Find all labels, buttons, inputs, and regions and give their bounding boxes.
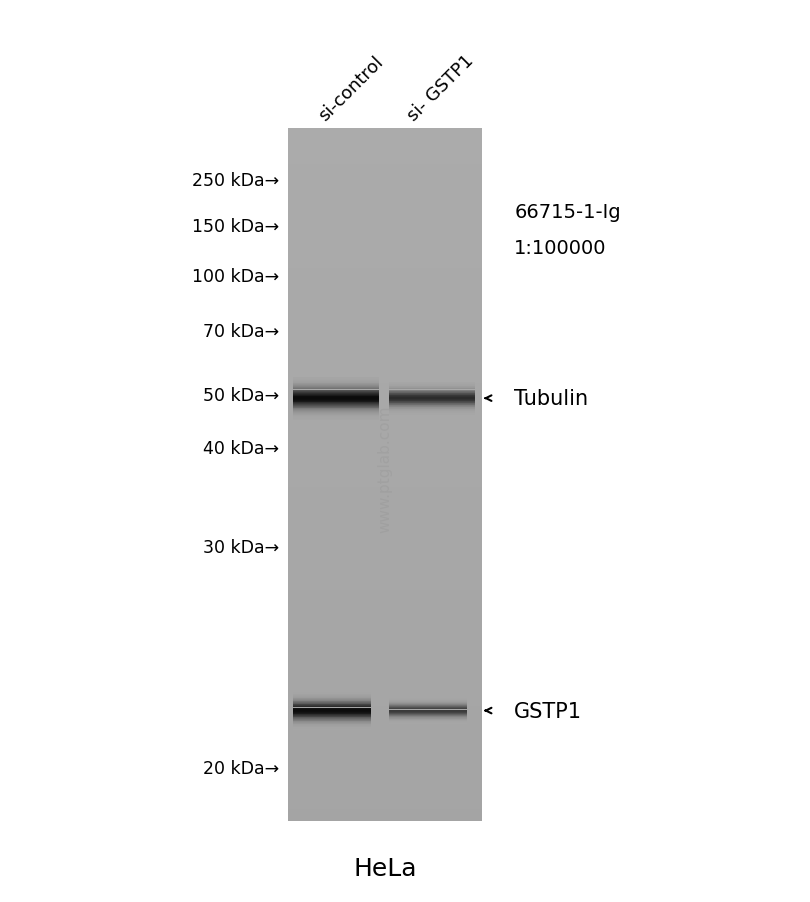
- Bar: [288, 187, 482, 200]
- Bar: [288, 739, 482, 752]
- Bar: [288, 198, 482, 211]
- Bar: [288, 761, 482, 775]
- Bar: [288, 555, 482, 568]
- Bar: [288, 336, 482, 349]
- Bar: [288, 131, 482, 821]
- Text: si-control: si-control: [315, 53, 387, 124]
- Bar: [288, 543, 482, 557]
- Text: www.ptglab.com: www.ptglab.com: [377, 405, 392, 533]
- Bar: [288, 382, 482, 395]
- Bar: [288, 750, 482, 763]
- Bar: [288, 279, 482, 292]
- Bar: [288, 727, 482, 741]
- Bar: [288, 267, 482, 281]
- Bar: [288, 807, 482, 821]
- Text: 1:100000: 1:100000: [514, 238, 607, 258]
- Bar: [288, 485, 482, 499]
- Bar: [288, 359, 482, 373]
- Bar: [288, 693, 482, 705]
- Text: 250 kDa→: 250 kDa→: [192, 171, 279, 189]
- Bar: [288, 681, 482, 695]
- Bar: [288, 255, 482, 269]
- Bar: [288, 209, 482, 223]
- Bar: [288, 152, 482, 165]
- Bar: [288, 509, 482, 521]
- Bar: [288, 796, 482, 809]
- Bar: [288, 577, 482, 591]
- Bar: [288, 715, 482, 729]
- Bar: [288, 773, 482, 787]
- Bar: [288, 393, 482, 407]
- Text: si- GSTP1: si- GSTP1: [404, 51, 478, 124]
- Bar: [288, 647, 482, 660]
- Text: GSTP1: GSTP1: [514, 701, 582, 721]
- Text: 50 kDa→: 50 kDa→: [203, 386, 279, 404]
- Bar: [288, 623, 482, 637]
- Bar: [288, 669, 482, 683]
- Text: 150 kDa→: 150 kDa→: [192, 217, 279, 235]
- Bar: [288, 463, 482, 476]
- Text: 100 kDa→: 100 kDa→: [192, 268, 279, 286]
- Bar: [288, 704, 482, 717]
- Text: 20 kDa→: 20 kDa→: [203, 759, 279, 778]
- Text: 66715-1-Ig: 66715-1-Ig: [514, 202, 621, 222]
- Text: 40 kDa→: 40 kDa→: [203, 439, 279, 457]
- Text: Tubulin: Tubulin: [514, 389, 589, 409]
- Bar: [288, 520, 482, 533]
- Bar: [288, 301, 482, 315]
- Bar: [288, 439, 482, 453]
- Text: 70 kDa→: 70 kDa→: [203, 323, 279, 341]
- Bar: [288, 566, 482, 579]
- Bar: [288, 371, 482, 384]
- Bar: [288, 325, 482, 338]
- Bar: [288, 474, 482, 487]
- Bar: [288, 428, 482, 441]
- Bar: [288, 531, 482, 545]
- Bar: [288, 451, 482, 465]
- Bar: [288, 347, 482, 361]
- Bar: [288, 417, 482, 430]
- Bar: [288, 601, 482, 613]
- Bar: [288, 635, 482, 649]
- Bar: [288, 244, 482, 257]
- Text: HeLa: HeLa: [353, 856, 416, 879]
- Bar: [288, 163, 482, 177]
- Text: 30 kDa→: 30 kDa→: [203, 538, 279, 557]
- Bar: [288, 405, 482, 419]
- Bar: [288, 175, 482, 189]
- Bar: [288, 233, 482, 245]
- Bar: [288, 785, 482, 798]
- Bar: [288, 313, 482, 327]
- Bar: [288, 290, 482, 303]
- Bar: [288, 129, 482, 143]
- Bar: [288, 141, 482, 153]
- Bar: [288, 221, 482, 235]
- Bar: [288, 589, 482, 603]
- Bar: [288, 612, 482, 625]
- Bar: [288, 658, 482, 671]
- Bar: [288, 497, 482, 511]
